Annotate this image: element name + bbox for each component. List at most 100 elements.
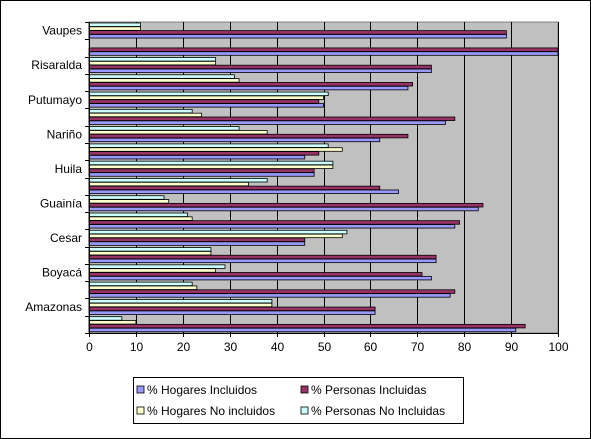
bar [88, 264, 226, 269]
x-tick-label: 20 [177, 340, 191, 354]
bar [88, 112, 202, 118]
y-category-label: Putumayo [28, 93, 82, 107]
y-category-label: Nariño [47, 127, 83, 141]
x-tick-label: 40 [271, 340, 285, 354]
y-category-label: Risaralda [31, 58, 82, 72]
bar [88, 160, 334, 166]
bar [88, 206, 479, 212]
bar [88, 78, 240, 83]
x-tick-label: 60 [364, 340, 378, 354]
legend-label: % Personas No Incluidas [311, 404, 445, 418]
legend-box [133, 377, 464, 424]
x-tick-label: 80 [458, 340, 472, 354]
x-tick-label: 0 [86, 340, 93, 354]
bar [88, 47, 559, 52]
bar [88, 22, 141, 27]
bar [88, 34, 507, 39]
bar [88, 203, 484, 208]
x-tick-label: 70 [411, 340, 425, 354]
plot-area [88, 21, 559, 334]
bar [88, 116, 456, 121]
bar [88, 82, 414, 87]
y-category-label: Amazonas [25, 300, 82, 314]
bar [88, 272, 423, 277]
bar [88, 220, 460, 225]
bar [88, 74, 235, 79]
bar [88, 247, 212, 252]
bar [88, 168, 315, 173]
bar [88, 289, 456, 294]
bar [88, 51, 559, 56]
bar [88, 327, 517, 333]
bar [88, 251, 212, 256]
y-category-label: Huila [55, 162, 83, 176]
bar [88, 151, 320, 156]
bar [88, 85, 409, 91]
x-tick-label: 30 [224, 340, 238, 354]
y-category-label: Cesar [50, 231, 82, 245]
bar [88, 254, 437, 260]
legend-label: % Hogares No incluidos [147, 404, 275, 418]
bar [88, 64, 432, 70]
bar [88, 320, 137, 325]
bar [88, 224, 456, 229]
x-tick-label: 50 [318, 340, 332, 354]
bar [88, 189, 399, 194]
y-category-label: Guainía [40, 196, 82, 210]
bar [88, 302, 273, 308]
legend-swatch [136, 406, 145, 415]
bar [88, 285, 198, 290]
bar [88, 281, 193, 287]
bar [88, 130, 268, 135]
bar [88, 241, 306, 246]
bar [88, 316, 123, 321]
x-tick-label: 100 [548, 340, 568, 354]
bar [88, 181, 249, 187]
legend-swatch [136, 385, 145, 394]
bar [88, 26, 141, 31]
bar [88, 95, 324, 100]
bar [88, 68, 432, 73]
bar [88, 306, 376, 312]
legend-label: % Hogares Incluidos [147, 383, 257, 397]
bar [88, 293, 451, 298]
y-category-label: Boyacá [42, 266, 82, 280]
bar [88, 185, 381, 191]
bar [88, 103, 324, 108]
bar [88, 195, 165, 200]
bar [88, 212, 188, 217]
bar [88, 323, 526, 329]
legend-swatch [300, 406, 309, 415]
legend-label: % Personas Incluidas [311, 383, 426, 397]
bar [88, 178, 268, 183]
legend-swatch [300, 385, 309, 394]
bar [88, 216, 193, 221]
bar [88, 137, 381, 143]
bar [88, 126, 240, 131]
bar [88, 143, 329, 148]
bar [88, 258, 437, 264]
bar [88, 233, 343, 239]
bar [88, 155, 306, 160]
bar [88, 133, 409, 139]
x-tick-label: 10 [130, 340, 144, 354]
bar [88, 268, 217, 273]
bar [88, 108, 193, 114]
bar [88, 275, 432, 281]
bar [88, 57, 217, 62]
bar [88, 147, 343, 152]
bar [88, 237, 306, 242]
bar [88, 99, 320, 104]
bar [88, 164, 334, 169]
bar [88, 199, 170, 204]
bar [88, 298, 273, 304]
bar [88, 60, 217, 66]
y-category-label: Vaupes [42, 24, 82, 38]
bar [88, 30, 507, 35]
bar [88, 120, 446, 125]
bar [88, 310, 376, 315]
bar [88, 229, 348, 235]
x-tick-label: 90 [505, 340, 519, 354]
bar [88, 172, 315, 177]
